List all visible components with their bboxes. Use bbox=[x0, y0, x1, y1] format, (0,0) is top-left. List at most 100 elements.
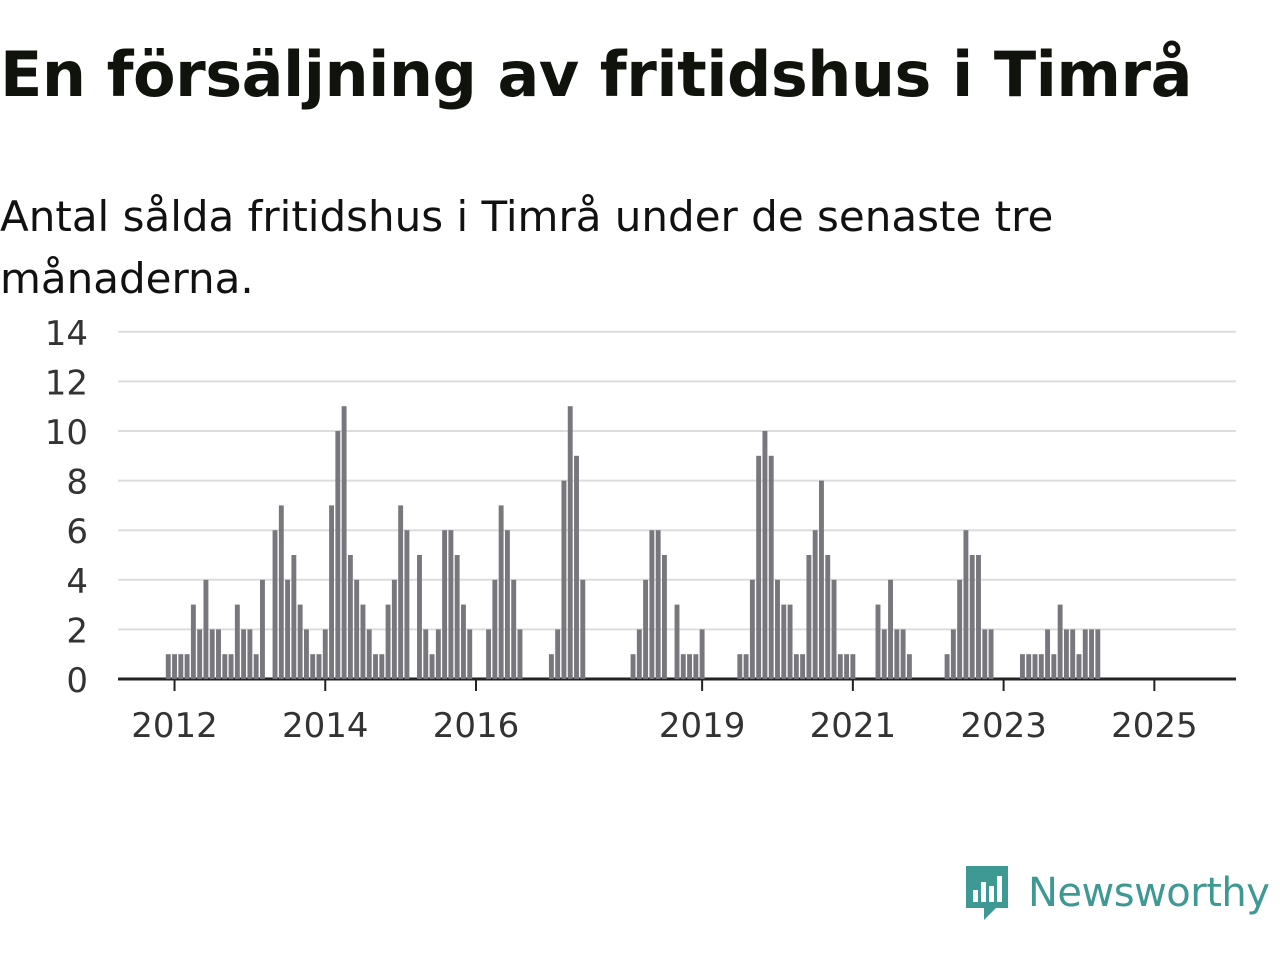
bar bbox=[699, 629, 705, 679]
x-tick-label: 2023 bbox=[960, 706, 1047, 746]
y-tick-label: 6 bbox=[66, 512, 88, 552]
bar bbox=[504, 530, 510, 679]
bar bbox=[812, 530, 818, 679]
bar bbox=[391, 579, 397, 679]
bar bbox=[247, 629, 253, 679]
bar bbox=[442, 530, 448, 679]
bar bbox=[844, 654, 850, 679]
bar bbox=[555, 629, 561, 679]
bar bbox=[768, 455, 774, 679]
bar bbox=[649, 530, 655, 679]
bar bbox=[743, 654, 749, 679]
bar bbox=[241, 629, 247, 679]
bar bbox=[819, 480, 824, 679]
bar bbox=[429, 654, 435, 679]
x-tick-label: 2012 bbox=[131, 706, 218, 746]
x-tick-label: 2014 bbox=[282, 706, 369, 746]
bar bbox=[1019, 654, 1025, 679]
bar bbox=[467, 629, 473, 679]
y-tick-label: 10 bbox=[45, 413, 88, 453]
y-tick-label: 8 bbox=[66, 463, 88, 503]
bar bbox=[517, 629, 523, 679]
bar bbox=[775, 579, 780, 679]
bar bbox=[756, 455, 762, 679]
bar bbox=[172, 654, 177, 679]
bar bbox=[1026, 654, 1032, 679]
bar bbox=[762, 431, 768, 679]
bar bbox=[341, 406, 347, 679]
bar bbox=[674, 604, 680, 679]
bar bbox=[1063, 629, 1069, 679]
bar bbox=[511, 579, 517, 679]
bar bbox=[976, 555, 981, 679]
bar bbox=[963, 530, 969, 679]
bar bbox=[850, 654, 856, 679]
bar bbox=[347, 555, 353, 679]
bar bbox=[417, 555, 422, 679]
bar bbox=[567, 406, 573, 679]
bar bbox=[1076, 654, 1082, 679]
bars bbox=[165, 406, 1101, 679]
bar bbox=[272, 530, 278, 679]
bar bbox=[580, 579, 586, 679]
chart-subtitle: Antal sålda fritidshus i Timrå under de … bbox=[0, 192, 1054, 303]
y-tick-label: 2 bbox=[66, 611, 88, 651]
bar bbox=[253, 654, 259, 679]
x-tick-labels: 2012 2014 2016 2019 2021 2023 2025 bbox=[131, 679, 1198, 746]
bar bbox=[1095, 629, 1101, 679]
bar bbox=[574, 455, 579, 679]
bar bbox=[379, 654, 385, 679]
bar bbox=[354, 579, 360, 679]
bar bbox=[1038, 654, 1044, 679]
bar bbox=[1051, 654, 1057, 679]
bar bbox=[950, 629, 956, 679]
bar bbox=[190, 604, 196, 679]
bar bbox=[1070, 629, 1076, 679]
bar bbox=[944, 654, 950, 679]
bar bbox=[423, 629, 429, 679]
bar bbox=[165, 654, 171, 679]
y-tick-label: 14 bbox=[45, 314, 88, 354]
bar bbox=[404, 530, 410, 679]
bar bbox=[360, 604, 366, 679]
y-tick-labels: 0 2 4 6 8 10 12 14 bbox=[45, 314, 88, 701]
bar bbox=[906, 654, 912, 679]
bar bbox=[806, 555, 812, 679]
chart-title: En försäljning av fritidshus i Timrå bbox=[0, 38, 1192, 111]
bar bbox=[1089, 629, 1094, 679]
bar bbox=[398, 505, 404, 679]
grid-lines bbox=[118, 330, 1236, 681]
bar bbox=[498, 505, 504, 679]
bar bbox=[831, 579, 837, 679]
bar bbox=[234, 604, 240, 679]
bar bbox=[881, 629, 887, 679]
newsworthy-logo: Newsworthy bbox=[962, 862, 1270, 924]
bar bbox=[297, 604, 303, 679]
bar bbox=[448, 530, 454, 679]
bar bbox=[875, 604, 881, 679]
bar bbox=[291, 555, 297, 679]
y-tick-label: 12 bbox=[45, 363, 88, 403]
bar bbox=[329, 505, 335, 679]
bar bbox=[988, 629, 994, 679]
bar bbox=[680, 654, 686, 679]
bar-chart: 0 2 4 6 8 10 12 14 2012 2014 2016 2019 2021 2023 2025… bbox=[45, 300, 1236, 746]
bar bbox=[303, 629, 309, 679]
bar bbox=[385, 604, 391, 679]
bar bbox=[957, 579, 963, 679]
bar bbox=[793, 654, 799, 679]
bar bbox=[737, 654, 743, 679]
x-tick-label: 2016 bbox=[433, 706, 520, 746]
bar-chart-speech-bubble-icon bbox=[966, 866, 1008, 920]
bar bbox=[661, 555, 667, 679]
bar bbox=[178, 654, 184, 679]
bar bbox=[900, 629, 906, 679]
bar bbox=[800, 654, 806, 679]
x-tick-label: 2019 bbox=[659, 706, 746, 746]
bar bbox=[837, 654, 843, 679]
bar bbox=[216, 629, 221, 679]
bar bbox=[492, 579, 498, 679]
bar bbox=[260, 579, 265, 679]
bar bbox=[655, 530, 661, 679]
bar bbox=[322, 629, 328, 679]
